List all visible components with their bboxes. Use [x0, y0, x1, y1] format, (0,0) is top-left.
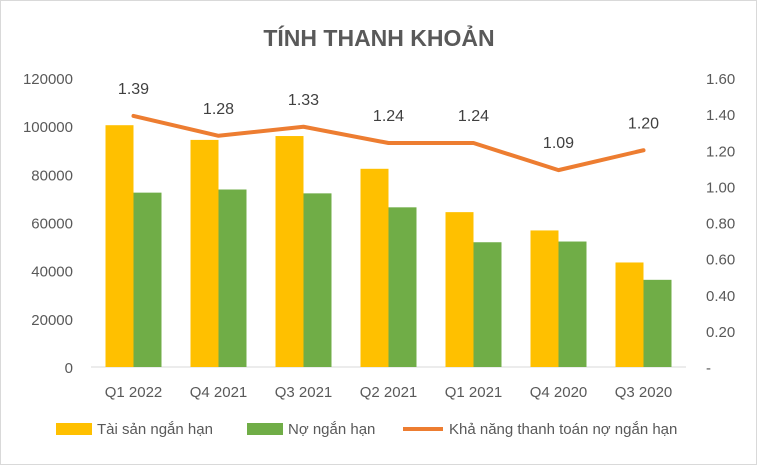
ratio-line-layer: 1.39 1.28 1.33 1.24 1.24 1.09 1.20 — [118, 81, 659, 173]
y-right-tick-label: 0.20 — [706, 324, 735, 341]
legend-swatch — [56, 423, 92, 435]
ratio-data-label: 1.20 — [628, 115, 659, 132]
ratio-line — [131, 113, 646, 173]
asset-bar — [105, 125, 134, 367]
legend-label: Tài sản ngắn hạn — [97, 421, 213, 438]
y-right-tick-label: 0.60 — [706, 252, 735, 269]
x-tick-label: Q1 2021 — [445, 384, 503, 401]
legend: Tài sản ngắn hạn Nợ ngắn hạn Khả năng than… — [56, 421, 677, 438]
asset-bar — [275, 136, 304, 367]
y-left-tick-label: 20000 — [31, 312, 73, 329]
liability-bar — [558, 241, 587, 367]
liability-bar — [643, 279, 672, 367]
liability-bar — [218, 189, 247, 367]
asset-bar — [190, 139, 219, 367]
ratio-data-label: 1.24 — [373, 108, 404, 125]
y-right-tick-label: 1.20 — [706, 143, 735, 160]
asset-bar — [530, 230, 559, 367]
y-right-tick-label: 1.60 — [706, 71, 735, 88]
x-tick-label: Q4 2021 — [190, 384, 248, 401]
liability-bar — [303, 193, 332, 367]
asset-bar — [445, 212, 474, 367]
x-tick-label: Q3 2021 — [275, 384, 333, 401]
legend-label: Nợ ngắn hạn — [288, 421, 375, 438]
x-tick-label: Q4 2020 — [530, 384, 588, 401]
y-right-tick-label: 0.40 — [706, 288, 735, 305]
y-right-tick-label: - — [706, 360, 711, 377]
legend-swatch — [247, 423, 283, 435]
y-left-tick-label: 60000 — [31, 216, 73, 233]
legend-label: Khả năng thanh toán nợ ngắn hạn — [449, 421, 677, 438]
y-left-tick-label: 0 — [65, 360, 73, 377]
ratio-data-label: 1.24 — [458, 108, 489, 125]
y-left-tick-label: 80000 — [31, 167, 73, 184]
ratio-data-label: 1.09 — [543, 135, 574, 152]
x-tick-label: Q1 2022 — [105, 384, 163, 401]
y-right-tick-label: 1.00 — [706, 179, 735, 196]
asset-bar — [615, 262, 644, 367]
x-tick-label: Q2 2021 — [360, 384, 418, 401]
ratio-data-label: 1.28 — [203, 101, 234, 118]
liability-bar — [388, 207, 417, 367]
asset-bar — [360, 168, 389, 367]
chart-title: TÍNH THANH KHOẢN — [263, 23, 494, 51]
liability-bar — [473, 242, 502, 367]
ratio-data-label: 1.39 — [118, 81, 149, 98]
bars-layer — [105, 125, 672, 367]
axes-layer: Q1 2022 Q4 2021 Q3 2021 Q2 2021 Q1 2021 Q4 20… — [23, 71, 735, 401]
x-tick-label: Q3 2020 — [615, 384, 673, 401]
y-right-tick-label: 1.40 — [706, 107, 735, 124]
ratio-data-label: 1.33 — [288, 92, 319, 109]
liability-bar — [133, 192, 162, 367]
y-left-tick-label: 40000 — [31, 264, 73, 281]
y-left-tick-label: 100000 — [23, 119, 73, 136]
y-left-tick-label: 120000 — [23, 71, 73, 88]
y-right-tick-label: 0.80 — [706, 216, 735, 233]
